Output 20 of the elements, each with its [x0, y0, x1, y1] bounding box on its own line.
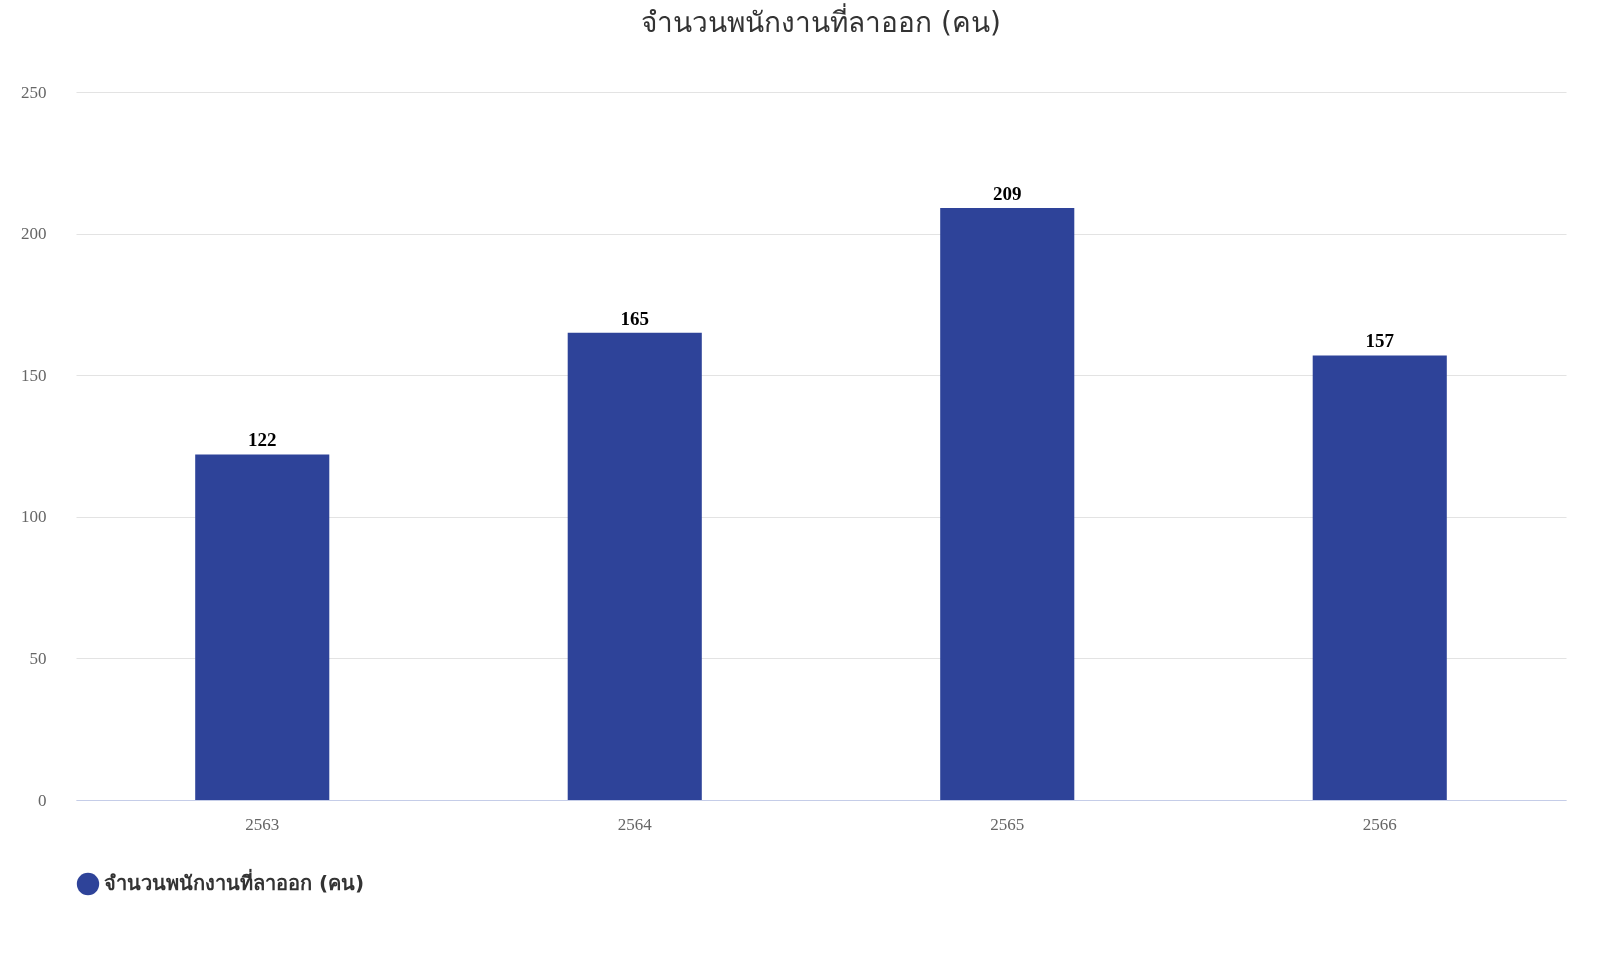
bar: [940, 208, 1075, 800]
x-tick-label: 2563: [245, 814, 280, 834]
y-tick-label: 50: [29, 648, 47, 668]
data-label: 165: [620, 307, 649, 329]
chart-title: จำนวนพนักงานที่ลาออก (คน): [641, 3, 1001, 39]
y-tick-label: 150: [21, 365, 47, 385]
bar: [567, 332, 702, 800]
bar: [1312, 355, 1447, 800]
y-tick-label: 0: [38, 790, 47, 810]
y-tick-label: 200: [21, 224, 47, 244]
x-tick-label: 2566: [1362, 814, 1397, 834]
data-label: 122: [248, 429, 277, 451]
x-tick-label: 2565: [990, 814, 1025, 834]
data-label: 209: [993, 183, 1022, 205]
y-tick-label: 100: [21, 507, 47, 527]
bar: [195, 454, 330, 800]
x-tick-label: 2564: [617, 814, 653, 834]
data-label: 157: [1365, 330, 1395, 352]
y-tick-label: 250: [21, 82, 47, 102]
legend-label: จำนวนพนักงานที่ลาออก (คน): [104, 868, 365, 895]
